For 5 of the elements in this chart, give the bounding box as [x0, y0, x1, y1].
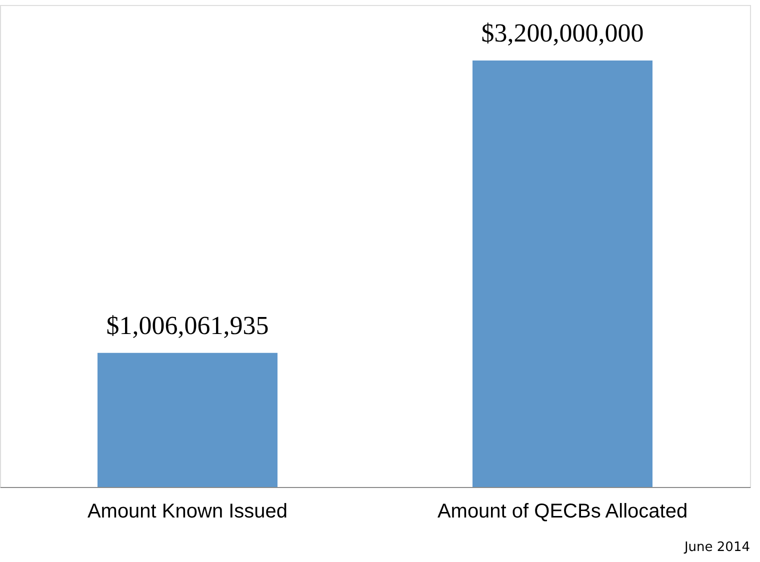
x-tick-label: Amount of QECBs Allocated	[437, 500, 688, 522]
x-tick-label: Amount Known Issued	[87, 500, 288, 522]
data-label: $3,200,000,000	[481, 18, 644, 48]
data-label: $1,006,061,935	[106, 310, 269, 340]
text: June 2014	[683, 540, 750, 555]
